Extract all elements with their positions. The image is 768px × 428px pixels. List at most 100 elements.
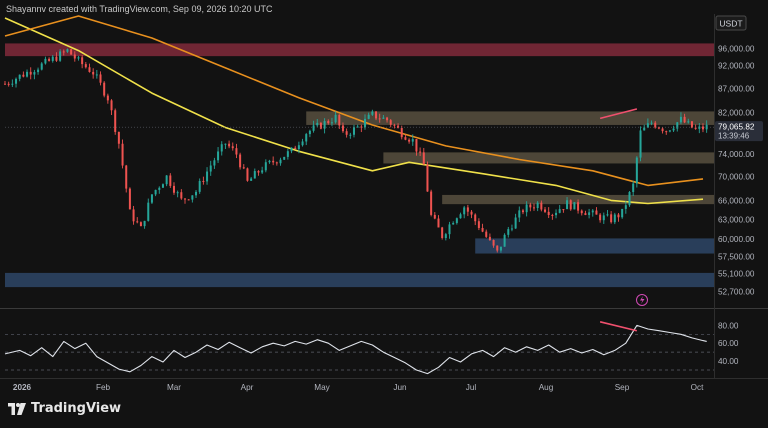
candle-body <box>382 117 385 119</box>
candle-body <box>128 188 131 210</box>
candle-body <box>654 122 657 128</box>
candle-body <box>103 82 106 96</box>
candle-body <box>430 191 433 215</box>
candle <box>676 121 679 132</box>
tradingview-wordmark: TradingView <box>31 401 122 416</box>
candle <box>507 226 510 238</box>
candle <box>408 138 411 144</box>
candle <box>477 218 480 231</box>
candle <box>349 132 352 139</box>
candle-body <box>371 111 374 115</box>
candle-body <box>617 214 620 218</box>
candle-body <box>415 139 418 152</box>
candle <box>665 130 668 135</box>
candle-body <box>33 72 36 75</box>
candle <box>602 212 605 224</box>
candle <box>400 125 403 140</box>
zone-0 <box>5 43 714 57</box>
candle <box>338 114 341 129</box>
candle-body <box>562 209 565 211</box>
candle <box>650 120 653 126</box>
candle <box>635 156 638 188</box>
candle <box>654 120 657 129</box>
candle <box>283 156 286 160</box>
candle <box>150 194 153 205</box>
candle <box>584 210 587 216</box>
candle-body <box>411 139 414 142</box>
lightning-event-icon[interactable] <box>636 294 648 306</box>
candle <box>312 120 315 133</box>
candle-body <box>228 143 231 147</box>
candle <box>40 62 43 71</box>
candle-body <box>389 120 392 125</box>
candle <box>661 127 664 134</box>
candle <box>621 208 624 219</box>
candle-body <box>84 64 87 68</box>
candle-body <box>643 127 646 131</box>
candle-body <box>452 222 455 225</box>
candle <box>701 123 704 133</box>
candle <box>566 197 569 210</box>
candle-body <box>521 210 524 213</box>
candle <box>18 74 21 82</box>
candle <box>81 55 84 69</box>
candle-body <box>602 215 605 221</box>
candle <box>253 168 256 179</box>
candle-body <box>147 202 150 221</box>
candle <box>481 223 484 233</box>
candle-body <box>110 100 113 111</box>
candle-body <box>665 131 668 133</box>
candle <box>228 140 231 149</box>
candle <box>44 56 47 65</box>
candle <box>470 209 473 219</box>
currency-label[interactable]: USDT <box>715 15 747 31</box>
candle-body <box>95 74 98 76</box>
candle <box>114 108 117 135</box>
candle-body <box>356 126 359 128</box>
candle <box>599 213 602 223</box>
candle <box>158 186 161 194</box>
candle-body <box>15 78 18 84</box>
candle <box>459 212 462 219</box>
candle <box>668 130 671 133</box>
zone-5 <box>5 272 714 288</box>
candle-body <box>492 239 495 246</box>
candle <box>250 176 253 181</box>
candle <box>330 117 333 127</box>
candle-body <box>161 184 164 188</box>
candle <box>66 48 69 53</box>
candle <box>463 205 466 219</box>
candle-body <box>272 160 275 163</box>
candle <box>275 161 278 166</box>
candle-body <box>305 134 308 142</box>
candle-body <box>426 164 429 192</box>
candle-body <box>701 126 704 130</box>
candle-body <box>250 178 253 181</box>
candle-body <box>540 202 543 210</box>
candle-body <box>558 209 561 213</box>
rsi-tick-label: 80.00 <box>718 321 739 330</box>
price-tick-label: 82,000.00 <box>718 108 755 117</box>
tradingview-logo[interactable]: TradingView <box>8 401 121 416</box>
candle <box>26 69 29 78</box>
candle <box>683 113 686 124</box>
candle <box>551 213 554 220</box>
candle-body <box>481 227 484 232</box>
candle <box>206 167 209 185</box>
candle <box>117 131 120 149</box>
candle <box>433 212 436 220</box>
candle-body <box>51 56 54 61</box>
candle <box>132 205 135 225</box>
candle <box>37 67 40 75</box>
candle <box>231 142 234 151</box>
candle-body <box>448 224 451 235</box>
candle <box>393 123 396 129</box>
candle-body <box>400 128 403 138</box>
candle <box>386 116 389 123</box>
candle <box>577 199 580 214</box>
price-divergence-line <box>599 108 638 120</box>
candle-body <box>375 111 378 119</box>
candle-body <box>294 147 297 150</box>
candle-body <box>580 210 583 214</box>
